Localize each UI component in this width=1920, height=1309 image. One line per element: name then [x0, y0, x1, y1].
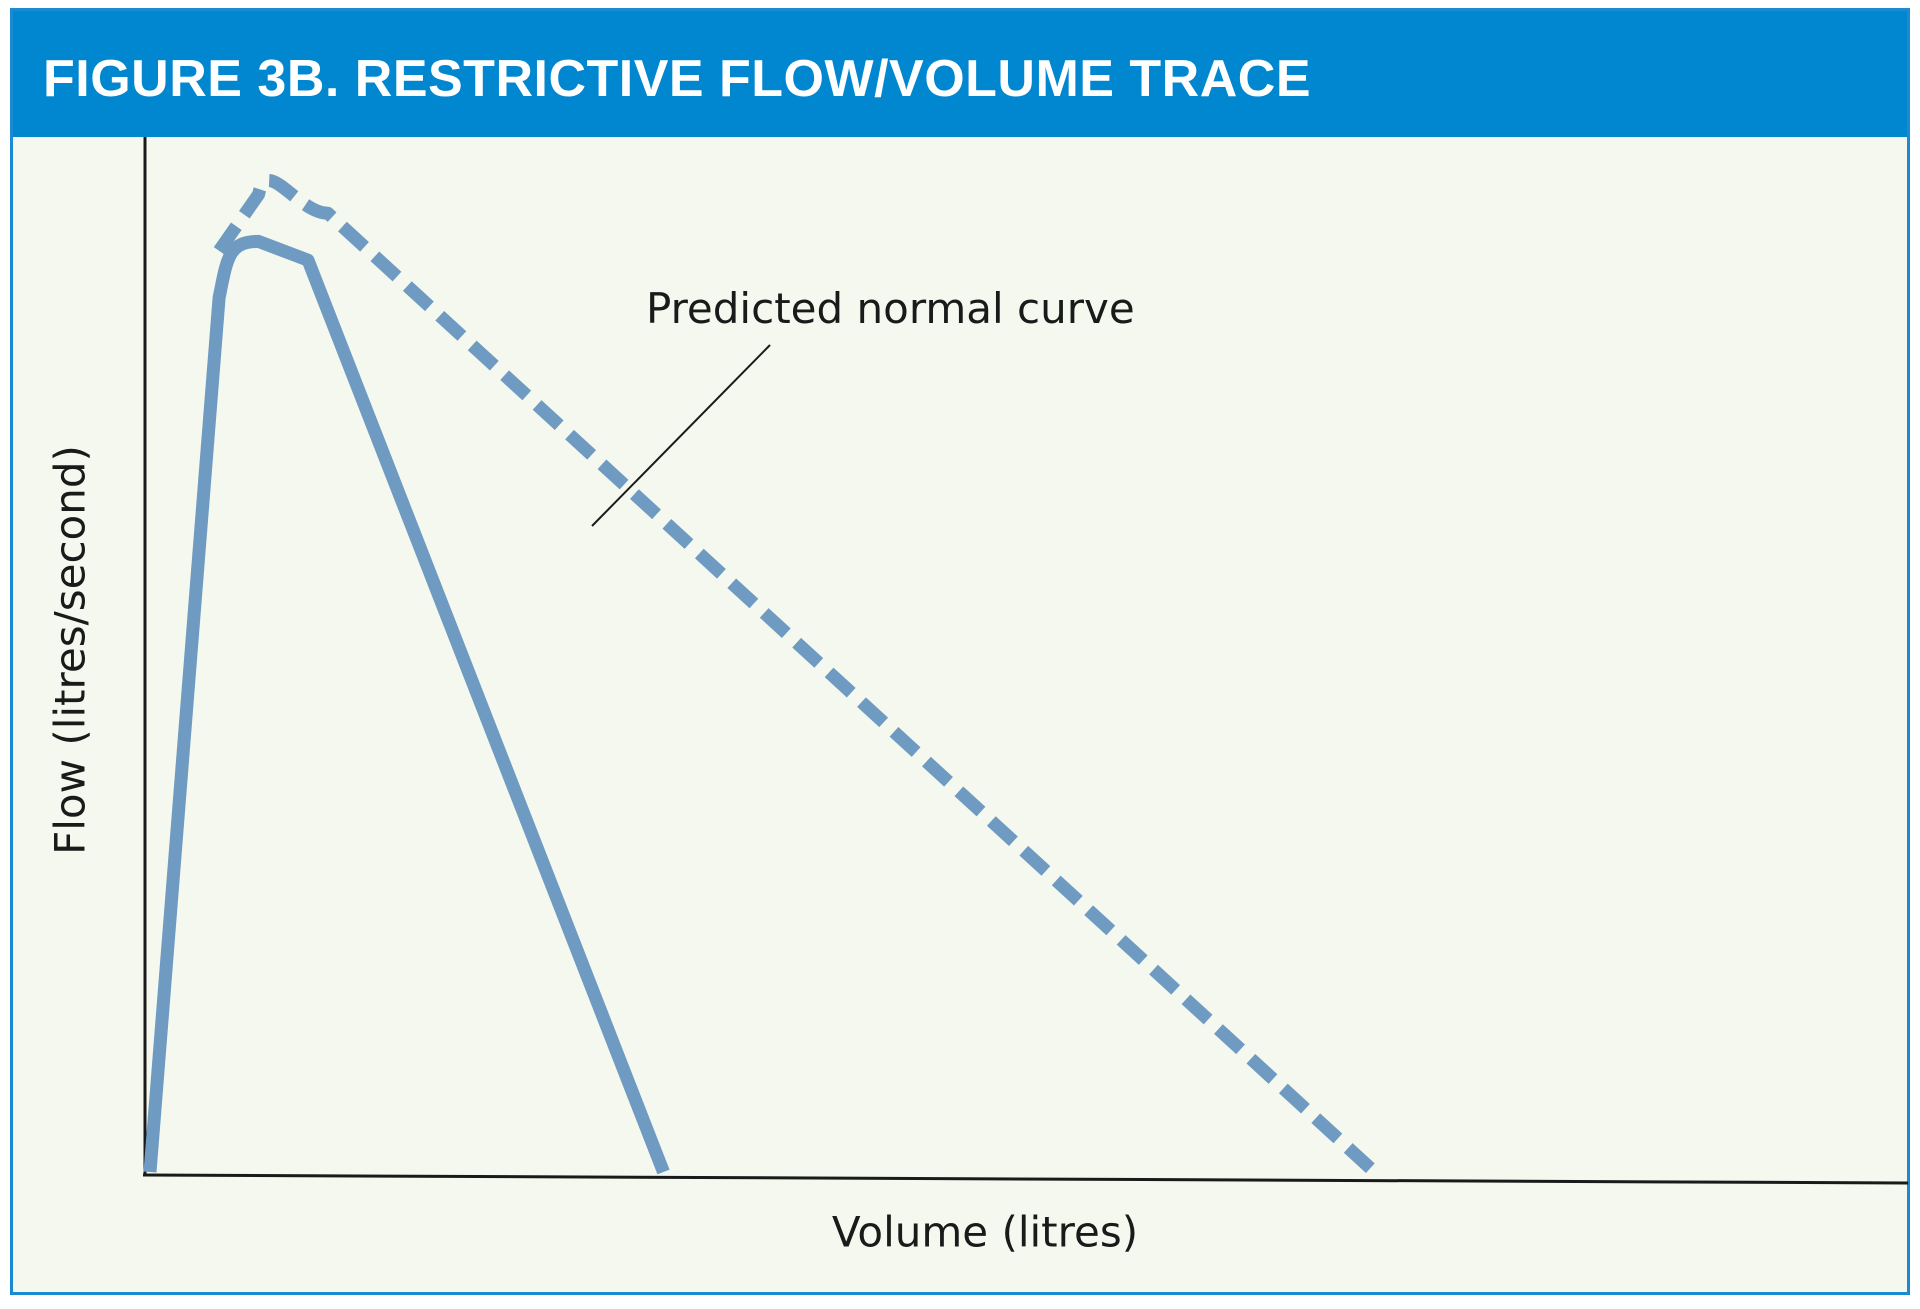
x-axis: [142, 1173, 1909, 1185]
y-axis-label: Flow (litres/second): [45, 445, 95, 855]
predicted-curve-annotation: Predicted normal curve: [646, 284, 1135, 333]
title-bar: FIGURE 3B. RESTRICTIVE FLOW/VOLUME TRACE: [13, 11, 1907, 137]
restrictive-curve: [143, 234, 670, 1175]
predicted-normal-curve: [213, 174, 1379, 1177]
series-layer: [143, 174, 1379, 1177]
figure-title: FIGURE 3B. RESTRICTIVE FLOW/VOLUME TRACE: [43, 50, 1312, 108]
figure-frame: FIGURE 3B. RESTRICTIVE FLOW/VOLUME TRACE: [10, 8, 1910, 1295]
annotation-leader-line: [591, 344, 771, 527]
x-axis-label: Volume (litres): [831, 1207, 1139, 1257]
